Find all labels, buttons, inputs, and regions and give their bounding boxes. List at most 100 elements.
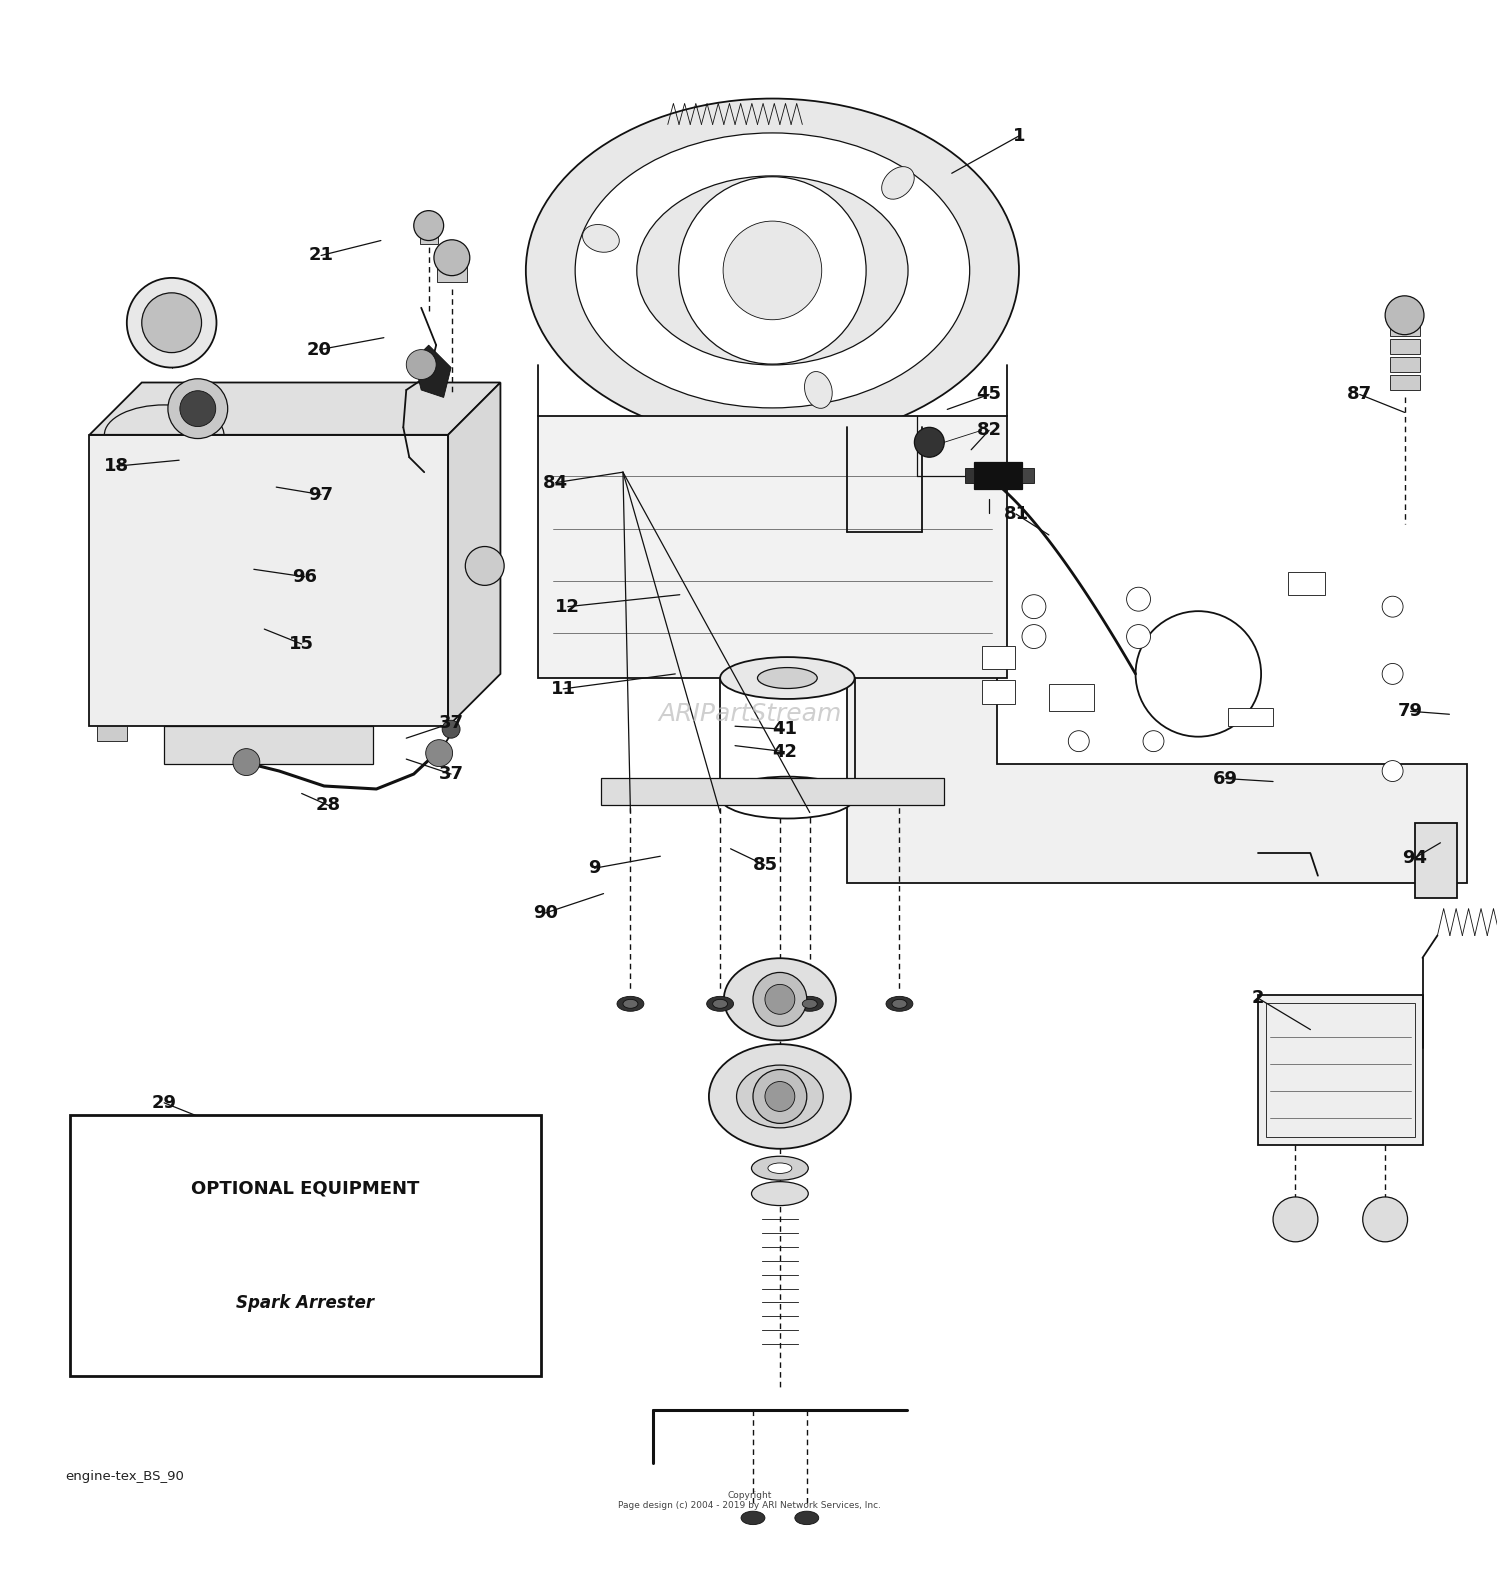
Circle shape: [1126, 588, 1150, 612]
Text: 37: 37: [438, 766, 464, 783]
Circle shape: [128, 278, 216, 368]
Circle shape: [1382, 596, 1402, 618]
Bar: [1389, 357, 1419, 373]
Ellipse shape: [724, 959, 836, 1041]
Bar: [70, 1115, 542, 1377]
Circle shape: [1274, 1196, 1318, 1242]
Ellipse shape: [796, 997, 824, 1011]
Bar: [600, 778, 945, 805]
Text: 90: 90: [532, 904, 558, 923]
Circle shape: [442, 720, 460, 739]
Circle shape: [1382, 663, 1402, 684]
Ellipse shape: [710, 1044, 850, 1149]
Text: Spark Arrester: Spark Arrester: [237, 1294, 375, 1313]
Ellipse shape: [886, 997, 914, 1011]
Text: 79: 79: [1398, 703, 1423, 720]
Bar: [436, 264, 466, 281]
Circle shape: [1022, 624, 1046, 649]
Text: ARIPartStream: ARIPartStream: [658, 703, 842, 726]
Text: OPTIONAL EQUIPMENT: OPTIONAL EQUIPMENT: [190, 1179, 420, 1196]
Text: 84: 84: [543, 473, 568, 492]
Ellipse shape: [804, 371, 832, 409]
Ellipse shape: [892, 1000, 908, 1008]
Circle shape: [232, 748, 260, 775]
Text: engine-tex_BS_90: engine-tex_BS_90: [66, 1470, 184, 1482]
Circle shape: [765, 984, 795, 1014]
Text: 45: 45: [976, 385, 1002, 404]
Polygon shape: [448, 382, 501, 726]
Text: 29: 29: [152, 1094, 177, 1111]
Bar: [164, 726, 374, 764]
Bar: [964, 468, 974, 483]
Circle shape: [1068, 731, 1089, 751]
Bar: [1258, 995, 1422, 1144]
Text: 87: 87: [1347, 385, 1372, 404]
Bar: [981, 681, 1014, 704]
Text: 1: 1: [1013, 127, 1026, 145]
Polygon shape: [847, 428, 1467, 883]
Text: 94: 94: [1402, 849, 1428, 866]
Bar: [1414, 824, 1456, 898]
Circle shape: [426, 740, 453, 767]
Circle shape: [1382, 761, 1402, 781]
Bar: [420, 231, 438, 244]
Ellipse shape: [741, 1511, 765, 1525]
Circle shape: [406, 349, 436, 379]
Ellipse shape: [802, 1000, 818, 1008]
Text: 42: 42: [772, 742, 796, 761]
Text: 20: 20: [308, 341, 332, 358]
Circle shape: [1362, 1196, 1407, 1242]
Circle shape: [723, 222, 822, 319]
Circle shape: [168, 379, 228, 439]
Polygon shape: [538, 417, 1006, 678]
Ellipse shape: [574, 134, 969, 407]
Ellipse shape: [752, 1182, 808, 1206]
Text: 9: 9: [588, 860, 602, 877]
Circle shape: [1143, 731, 1164, 751]
Polygon shape: [90, 435, 448, 726]
Text: 11: 11: [550, 679, 576, 698]
Circle shape: [180, 391, 216, 426]
Circle shape: [414, 211, 444, 241]
Text: Copyright
Page design (c) 2004 - 2019 by ARI Network Services, Inc.: Copyright Page design (c) 2004 - 2019 by…: [618, 1490, 882, 1511]
Polygon shape: [414, 346, 452, 398]
Bar: [1022, 468, 1034, 483]
Ellipse shape: [768, 1163, 792, 1173]
Circle shape: [1126, 624, 1150, 649]
Circle shape: [142, 292, 201, 352]
Text: 81: 81: [1004, 505, 1029, 523]
Circle shape: [1384, 296, 1423, 335]
Ellipse shape: [795, 1511, 819, 1525]
Bar: [1228, 709, 1274, 726]
Text: 37: 37: [438, 714, 464, 733]
Text: 41: 41: [772, 720, 796, 739]
Bar: [98, 726, 128, 740]
Circle shape: [915, 428, 945, 457]
Bar: [1048, 684, 1094, 711]
Circle shape: [1136, 612, 1262, 737]
Text: 15: 15: [290, 635, 314, 652]
Bar: [1389, 376, 1419, 390]
Bar: [974, 462, 1022, 489]
Ellipse shape: [712, 1000, 728, 1008]
Ellipse shape: [720, 657, 855, 700]
Text: 28: 28: [316, 797, 340, 814]
Text: 82: 82: [976, 421, 1002, 439]
Bar: [1389, 321, 1419, 336]
Ellipse shape: [882, 167, 914, 200]
Circle shape: [433, 241, 470, 275]
Ellipse shape: [638, 176, 908, 365]
Text: 2: 2: [1252, 989, 1264, 1008]
Text: 12: 12: [555, 597, 580, 616]
Text: 97: 97: [309, 486, 333, 503]
Ellipse shape: [526, 99, 1019, 442]
Circle shape: [1022, 594, 1046, 619]
Circle shape: [678, 176, 865, 365]
Text: 96: 96: [292, 567, 316, 586]
Ellipse shape: [720, 777, 855, 819]
Text: 69: 69: [1212, 770, 1237, 788]
Circle shape: [753, 1069, 807, 1124]
Bar: [1389, 340, 1419, 354]
Ellipse shape: [616, 997, 644, 1011]
Ellipse shape: [752, 1157, 808, 1181]
